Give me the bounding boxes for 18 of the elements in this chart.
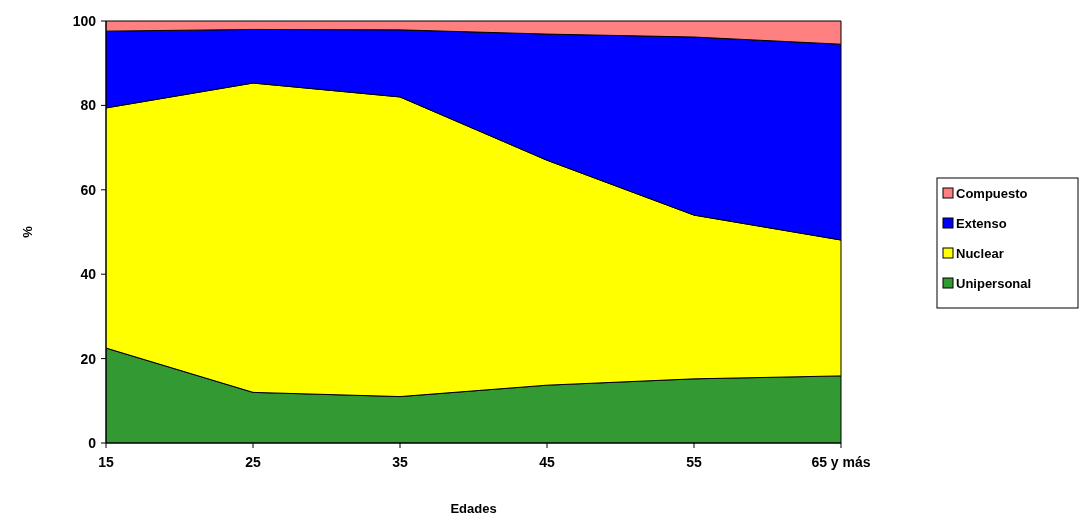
x-axis-title: Edades [450,501,497,516]
y-tick-label: 20 [80,350,97,367]
y-tick-label: 60 [80,181,97,198]
y-tick-label: 100 [72,12,97,29]
y-tick-label: 40 [80,266,97,283]
y-tick-label: 0 [88,434,97,451]
x-tick-label: 25 [245,454,261,470]
x-tick-label: 65 y más [811,454,871,470]
legend-label: Compuesto [956,185,1028,201]
x-tick-label: 45 [539,454,555,470]
legend-label: Unipersonal [956,275,1032,291]
legend-label: Nuclear [956,245,1004,261]
legend-label: Extenso [956,215,1007,231]
x-tick-label: 15 [98,454,114,470]
x-tick-label: 35 [392,454,408,470]
y-axis-title: % [20,225,35,238]
y-tick-label: 80 [80,97,97,114]
x-tick-label: 55 [686,454,702,470]
